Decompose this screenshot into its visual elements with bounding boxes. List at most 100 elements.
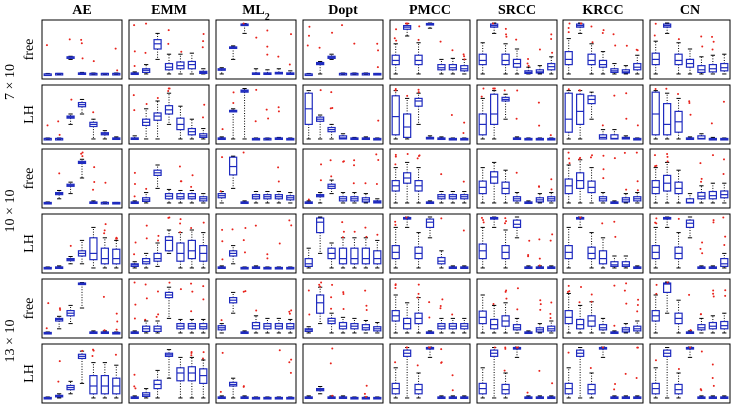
box-plot — [564, 284, 573, 334]
outlier-point — [567, 151, 570, 154]
outlier-point — [115, 328, 118, 331]
panel — [302, 343, 384, 404]
outlier-point — [712, 289, 715, 292]
outlier-point — [654, 221, 657, 224]
box-plot — [425, 301, 435, 335]
box — [187, 239, 196, 260]
panel-frame — [302, 84, 384, 145]
outlier-point — [364, 226, 367, 229]
box-plot — [274, 242, 284, 270]
box-plot — [112, 353, 121, 399]
outlier-point — [440, 173, 443, 176]
outlier-point — [462, 180, 465, 183]
panel-frame — [649, 278, 731, 339]
outlier-point — [133, 385, 136, 388]
box-plot — [587, 232, 596, 269]
box-plot — [697, 133, 706, 140]
outlier-point — [623, 151, 626, 154]
box-plot — [674, 368, 683, 399]
box-plot — [403, 302, 412, 334]
outlier-point — [613, 324, 616, 327]
box-plot — [575, 216, 585, 228]
box-plot — [535, 48, 544, 75]
box-plot — [621, 92, 630, 140]
box-plot — [199, 193, 208, 204]
box — [316, 217, 325, 234]
outlier-point — [722, 173, 725, 176]
outlier-point — [625, 282, 628, 285]
box-plot — [89, 166, 98, 205]
box-plot — [361, 226, 371, 269]
box — [697, 65, 706, 73]
box — [100, 247, 109, 265]
outlier-point — [602, 177, 605, 180]
panel — [476, 19, 558, 80]
box-plot — [651, 217, 660, 269]
outlier-point — [167, 29, 170, 32]
outlier-point — [179, 222, 182, 225]
outlier-point — [505, 35, 508, 38]
panel — [562, 19, 644, 80]
outlier-point — [288, 310, 291, 313]
box-plot — [199, 103, 208, 140]
outlier-point — [221, 128, 224, 131]
outlier-point — [308, 25, 311, 28]
outlier-point — [319, 179, 322, 182]
outlier-point — [538, 185, 541, 188]
outlier-point — [677, 38, 680, 41]
outlier-point — [601, 31, 604, 34]
box-plot — [501, 89, 510, 120]
box-plot — [164, 87, 174, 125]
box-plot — [263, 317, 272, 334]
box-plot — [685, 193, 695, 204]
outlier-point — [480, 216, 483, 219]
outlier-point — [462, 131, 465, 134]
outlier-point — [417, 38, 420, 41]
outlier-point — [103, 229, 106, 232]
box-plot — [338, 221, 348, 269]
box-plot — [240, 88, 249, 140]
box-plot — [403, 346, 412, 399]
box — [100, 375, 109, 395]
box-plot — [501, 346, 510, 399]
outlier-point — [145, 224, 148, 227]
column-title: AE — [72, 3, 91, 18]
row-group-label: 10 × 10 — [3, 190, 18, 233]
outlier-point — [58, 307, 61, 310]
box-plot — [403, 22, 412, 37]
outlier-point — [70, 98, 73, 101]
outlier-point — [319, 89, 322, 92]
outlier-point — [254, 224, 257, 227]
outlier-point — [365, 235, 368, 238]
box-plot — [685, 293, 695, 335]
box-plot — [153, 290, 162, 334]
box-plot — [274, 317, 284, 334]
outlier-point — [58, 133, 61, 136]
outlier-point — [589, 367, 592, 370]
box-plot — [176, 50, 185, 75]
outlier-point — [614, 382, 617, 385]
panel — [649, 84, 731, 145]
outlier-point — [242, 239, 245, 242]
box-plot — [43, 124, 52, 141]
outlier-point — [81, 349, 84, 352]
outlier-point — [254, 120, 257, 123]
box-plot — [263, 108, 272, 141]
outlier-point — [654, 88, 657, 91]
outlier-point — [219, 390, 222, 393]
outlier-point — [365, 384, 368, 387]
outlier-point — [353, 230, 356, 233]
outlier-point — [462, 229, 465, 232]
box-plot — [304, 198, 313, 205]
outlier-point — [329, 362, 332, 365]
column-title: EMM — [151, 3, 187, 18]
outlier-point — [330, 91, 333, 94]
outlier-point — [242, 385, 245, 388]
box-plot — [662, 153, 672, 204]
panel — [215, 148, 297, 209]
box-plot — [153, 97, 162, 140]
outlier-point — [492, 302, 495, 305]
outlier-point — [91, 354, 94, 357]
outlier-point — [277, 166, 280, 169]
outlier-point — [578, 158, 581, 161]
